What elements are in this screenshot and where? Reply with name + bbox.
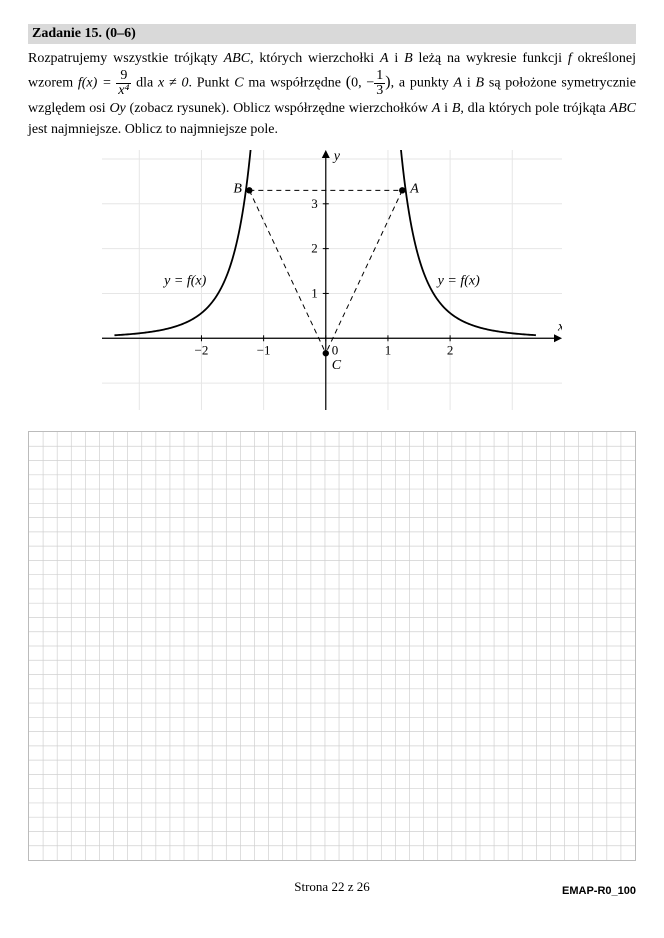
svg-text:y = f(x): y = f(x) [162,273,206,288]
svg-text:1: 1 [311,285,318,300]
svg-text:1: 1 [385,342,392,357]
svg-text:3: 3 [311,196,318,211]
function-chart: −2 −1 0 1 2 1 2 3 x y y = f(x) y = f(x) A B C [102,150,562,410]
svg-text:0: 0 [332,342,339,357]
svg-text:B: B [233,181,242,196]
svg-text:2: 2 [311,241,318,256]
answer-grid-svg [29,432,635,860]
svg-text:2: 2 [447,342,454,357]
chart-container: −2 −1 0 1 2 1 2 3 x y y = f(x) y = f(x) A B C [28,150,636,415]
svg-text:x: x [557,319,562,334]
svg-text:y: y [332,150,341,164]
svg-text:−2: −2 [195,342,209,357]
svg-text:−1: −1 [257,342,271,357]
task-header: Zadanie 15. (0–6) [28,24,636,44]
paragraph-1: Rozpatrujemy wszystkie trójkąty ABC, któ… [28,48,636,140]
answer-grid [28,431,636,861]
doc-code: EMAP-R0_100 [562,885,636,897]
svg-text:A: A [409,181,419,196]
page-footer: Strona 22 z 26 [28,879,636,895]
svg-text:y = f(x): y = f(x) [436,273,480,288]
svg-text:C: C [332,358,342,373]
task-body: Rozpatrujemy wszystkie trójkąty ABC, któ… [28,48,636,140]
